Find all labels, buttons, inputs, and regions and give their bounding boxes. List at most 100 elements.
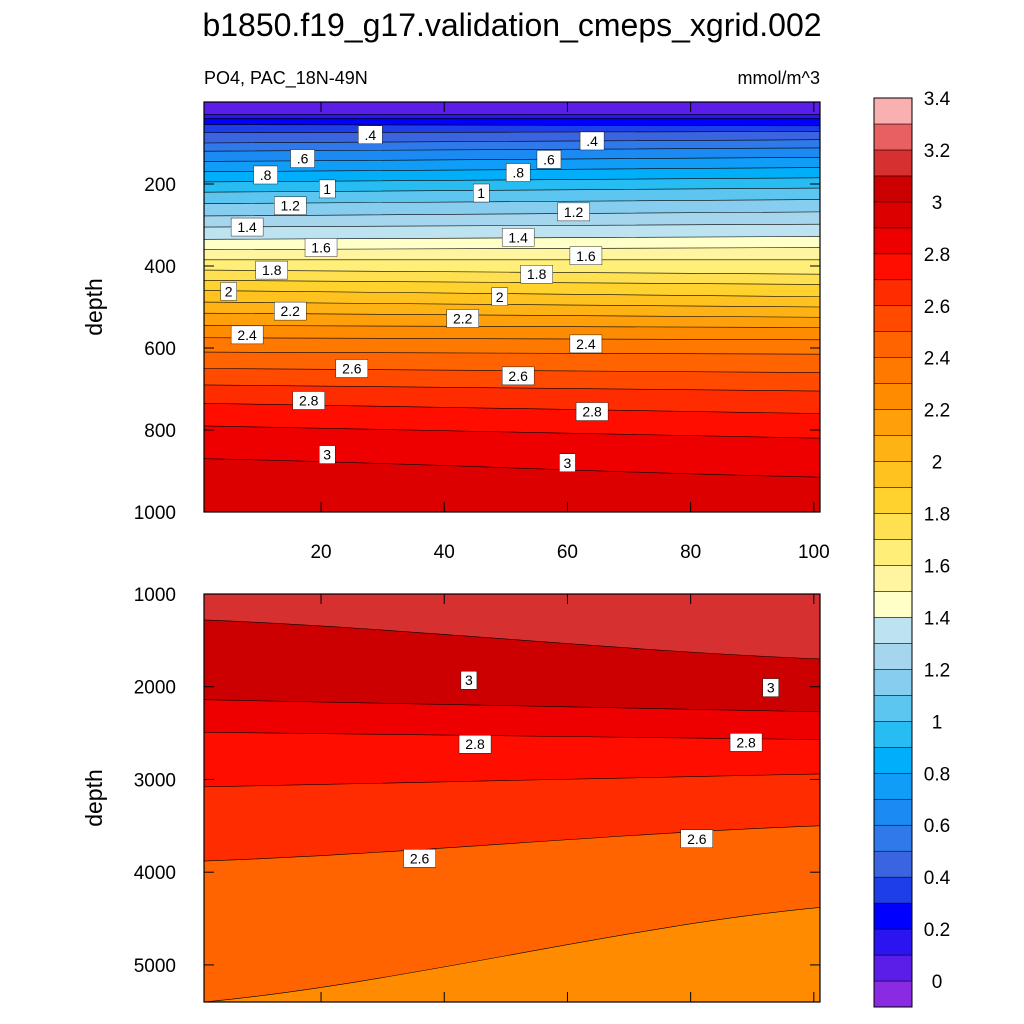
contour-label-box: [274, 196, 307, 215]
contour-label-box: [304, 238, 338, 257]
colorbar: 0 0.2 0.4 0.6 0.8 1 1.2 1.4 1.6 1.8 2 2.2 2.4 2.6 2.8 3…: [873, 89, 951, 1008]
lower-ylabel: depth: [81, 769, 107, 827]
upper-field: [204, 102, 820, 512]
contour-label: 2.8: [465, 736, 485, 752]
contour-label-box: [292, 391, 325, 410]
contour-label: 2.4: [237, 327, 257, 343]
lower-panel: 3 3 2.8 2.8 2.6 2.6 1000 2000 3000 4000 5000 depth: [81, 585, 821, 1003]
x-tick-label: 80: [680, 542, 701, 563]
subtitle-left: PO4, PAC_18N-49N: [204, 68, 368, 89]
colorbar-label: 0.6: [924, 816, 950, 837]
colorbar-label: 1.8: [924, 505, 950, 526]
contour-label: 2: [496, 289, 504, 305]
contour-label: 2.6: [410, 850, 430, 866]
contour-label: 1.4: [508, 229, 528, 245]
contour-label-box: [569, 246, 603, 265]
contour-label: 1.2: [564, 204, 584, 220]
contour-label-box: [680, 829, 713, 848]
contour-label-box: [220, 282, 237, 301]
contour-label-box: [762, 678, 779, 697]
colorbar-box: [873, 876, 913, 904]
contour-label: 1.4: [237, 219, 257, 235]
y-tick-label: 5000: [134, 956, 176, 977]
upper-contour-line-1.4: [204, 223, 820, 228]
upper-contour-line-2.7: [204, 384, 820, 392]
contour-label-box: [505, 163, 531, 182]
colorbar-box: [873, 565, 913, 592]
x-tick-label: 60: [557, 542, 578, 563]
contour-label: .4: [586, 133, 598, 149]
upper-frame: [203, 101, 821, 513]
contour-label-box: [253, 165, 278, 185]
contour-label-box: [473, 183, 490, 203]
colorbar-box: [873, 954, 913, 982]
colorbar-label: 0.4: [924, 868, 951, 889]
colorbar-box: [873, 383, 913, 410]
contour-label: 1.8: [527, 266, 547, 282]
colorbar-box: [873, 669, 913, 696]
contour-label-box: [319, 179, 336, 199]
colorbar-label: 2.6: [924, 297, 950, 318]
contour-label: 2.6: [342, 361, 362, 377]
colorbar-label: 0.2: [924, 920, 950, 941]
colorbar-box: [873, 409, 913, 436]
colorbar-box: [873, 305, 913, 332]
y-tick-label: 1000: [134, 503, 176, 524]
colorbar-label: 3.2: [924, 141, 950, 162]
contour-label: 1.8: [262, 262, 282, 278]
colorbar-frame: [873, 97, 913, 1008]
contour-label: 3: [564, 455, 572, 471]
contour-label: .6: [297, 151, 309, 167]
contour-label-box: [536, 150, 562, 169]
contour-label-box: [403, 849, 436, 868]
contour-label-box: [569, 334, 603, 354]
y-tick-label: 400: [144, 257, 176, 278]
upper-contour-line-1.1: [204, 187, 820, 193]
y-tick-label: 600: [144, 339, 176, 360]
y-tick-label: 4000: [134, 863, 176, 884]
subtitle-right: mmol/m^3: [738, 68, 820, 88]
upper-contour-line-0.6: [204, 139, 820, 144]
colorbar-box: [873, 175, 913, 203]
contour-label: 3: [767, 680, 775, 696]
upper-contour-line-1.9: [204, 280, 820, 285]
x-tick-label: 40: [434, 542, 455, 563]
colorbar-label: 1.4: [924, 608, 951, 629]
colorbar-label: 2.2: [924, 401, 950, 422]
figure-title: b1850.f19_g17.validation_cmeps_xgrid.002: [202, 7, 821, 43]
upper-contour-line-0.5: [204, 131, 820, 134]
contour-label: 1.2: [281, 198, 301, 214]
contour-label-box: [274, 301, 307, 321]
colorbar-box: [873, 850, 913, 878]
upper-ylabel: depth: [81, 278, 107, 336]
colorbar-box: [873, 798, 913, 826]
contour-label: 2.8: [582, 404, 602, 420]
upper-contour-line-1.8: [204, 269, 820, 275]
upper-panel: .4 .4 .6 .6 .8 .8 1 1 1.2 1.2 1.4 1.4 1.6 1.6 1.8 1.8 2 2…: [81, 101, 830, 563]
contour-label-box: [446, 309, 479, 328]
colorbar-box: [873, 331, 913, 358]
contour-label: 3: [323, 447, 331, 463]
x-tick-label: 20: [310, 542, 331, 563]
y-tick-label: 1000: [134, 585, 176, 606]
contour-label-box: [319, 445, 336, 464]
contour-label-box: [557, 202, 590, 222]
y-tick-label: 2000: [134, 678, 176, 699]
y-tick-label: 200: [144, 175, 176, 196]
upper-contour-line-2.5: [204, 351, 820, 355]
contour-label: 2.4: [576, 336, 596, 352]
contour-label-box: [460, 671, 478, 690]
lower-frame: [203, 593, 821, 1003]
contour-label: .8: [260, 167, 272, 183]
colorbar-label: 3: [932, 193, 943, 214]
upper-contour-line-3: [204, 458, 820, 478]
colorbar-label: 0.8: [924, 764, 950, 785]
colorbar-box: [873, 357, 913, 384]
contour-label-box: [230, 217, 264, 237]
colorbar-box: [873, 201, 913, 229]
contour-label-box: [520, 265, 553, 284]
colorbar-box: [873, 773, 913, 800]
contour-label-box: [230, 325, 264, 345]
colorbar-box: [873, 539, 913, 566]
colorbar-box: [873, 279, 913, 307]
